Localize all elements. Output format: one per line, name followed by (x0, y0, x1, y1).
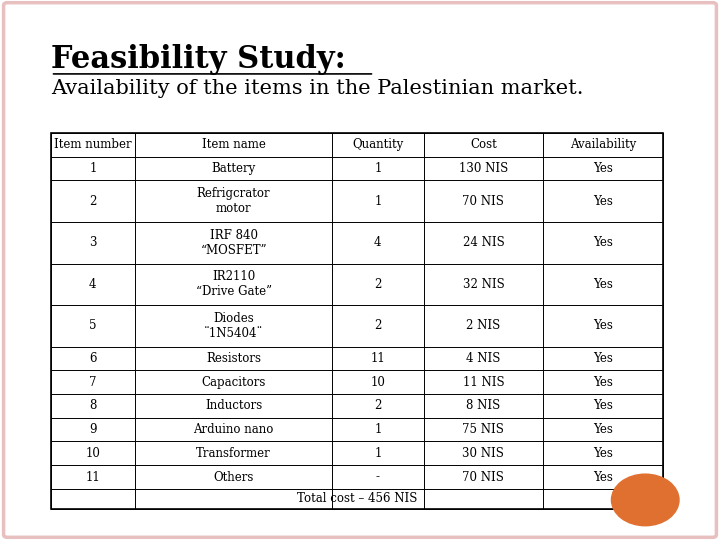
Text: 32 NIS: 32 NIS (462, 278, 504, 291)
Text: IRF 840
“MOSFET”: IRF 840 “MOSFET” (200, 229, 267, 256)
Text: Cost: Cost (470, 138, 497, 151)
Text: Capacitors: Capacitors (202, 376, 266, 389)
Text: Total cost – 456 NIS: Total cost – 456 NIS (297, 492, 417, 505)
Text: Transformer: Transformer (197, 447, 271, 460)
Text: Diodes
¨1N5404¨: Diodes ¨1N5404¨ (204, 312, 264, 340)
Text: 2: 2 (89, 195, 96, 208)
Text: 30 NIS: 30 NIS (462, 447, 504, 460)
Text: Yes: Yes (593, 400, 613, 413)
Text: Quantity: Quantity (352, 138, 403, 151)
Text: Yes: Yes (593, 319, 613, 332)
Text: Yes: Yes (593, 195, 613, 208)
Text: 24 NIS: 24 NIS (462, 236, 504, 249)
Text: Arduino nano: Arduino nano (194, 423, 274, 436)
Text: Yes: Yes (593, 423, 613, 436)
Text: Yes: Yes (593, 470, 613, 483)
Text: 11: 11 (86, 470, 100, 483)
Text: Resistors: Resistors (206, 352, 261, 365)
Text: 1: 1 (374, 195, 382, 208)
Text: 2: 2 (374, 319, 382, 332)
Bar (50, 133, 663, 509)
Text: Yes: Yes (593, 447, 613, 460)
Text: Yes: Yes (593, 278, 613, 291)
Text: 1: 1 (89, 162, 96, 175)
Text: 4 NIS: 4 NIS (467, 352, 500, 365)
Text: 70 NIS: 70 NIS (462, 470, 504, 483)
Text: 2: 2 (374, 400, 382, 413)
Text: 5: 5 (89, 319, 96, 332)
Text: 11: 11 (371, 352, 385, 365)
Text: 4: 4 (374, 236, 382, 249)
Text: 3: 3 (89, 236, 96, 249)
Text: Yes: Yes (593, 162, 613, 175)
Text: 7: 7 (89, 376, 96, 389)
Text: 8: 8 (89, 400, 96, 413)
Text: 10: 10 (86, 447, 100, 460)
Text: IR2110
“Drive Gate”: IR2110 “Drive Gate” (196, 270, 271, 298)
Text: 10: 10 (370, 376, 385, 389)
Text: Availability: Availability (570, 138, 636, 151)
Text: 1: 1 (374, 162, 382, 175)
Text: Item name: Item name (202, 138, 266, 151)
Text: Battery: Battery (212, 162, 256, 175)
Text: Yes: Yes (593, 376, 613, 389)
Text: 1: 1 (374, 447, 382, 460)
Text: 2 NIS: 2 NIS (467, 319, 500, 332)
Text: 9: 9 (89, 423, 96, 436)
Text: 8 NIS: 8 NIS (467, 400, 500, 413)
Text: Others: Others (213, 470, 253, 483)
Text: 130 NIS: 130 NIS (459, 162, 508, 175)
Circle shape (611, 474, 679, 526)
Text: Inductors: Inductors (205, 400, 262, 413)
Text: 70 NIS: 70 NIS (462, 195, 504, 208)
Text: 6: 6 (89, 352, 96, 365)
Text: Yes: Yes (593, 236, 613, 249)
Text: 2: 2 (374, 278, 382, 291)
Text: 4: 4 (89, 278, 96, 291)
Text: Feasibility Study:: Feasibility Study: (50, 44, 346, 76)
Text: 11 NIS: 11 NIS (462, 376, 504, 389)
Text: 1: 1 (374, 423, 382, 436)
Text: Refrigcrator
motor: Refrigcrator motor (197, 187, 271, 215)
Text: 75 NIS: 75 NIS (462, 423, 504, 436)
Text: Availability of the items in the Palestinian market.: Availability of the items in the Palesti… (50, 79, 583, 98)
Text: Item number: Item number (54, 138, 132, 151)
Text: -: - (376, 470, 380, 483)
Text: Yes: Yes (593, 352, 613, 365)
